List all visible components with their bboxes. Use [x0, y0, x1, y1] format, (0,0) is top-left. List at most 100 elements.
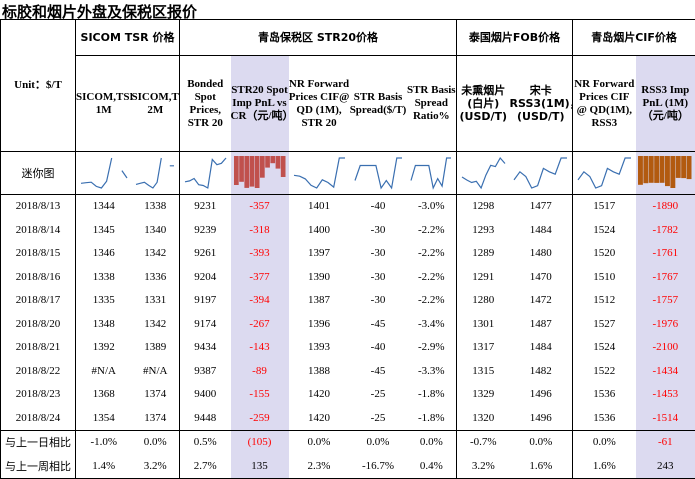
table-cell: -3.4% — [407, 313, 457, 337]
table-cell: -0.7% — [457, 431, 510, 455]
sparkline-cell — [180, 152, 231, 195]
sparkline-rss3-forward — [575, 155, 634, 191]
table-cell: -1.8% — [407, 383, 457, 407]
table-cell: 1388 — [289, 360, 350, 384]
summary-rows: 与上一日相比-1.0%0.0%0.5%(105)0.0%0.0%0.0%-0.7… — [1, 431, 695, 479]
table-cell: -1453 — [636, 383, 695, 407]
table-cell: -1890 — [636, 195, 695, 219]
unit-label: Unit：$/T — [1, 20, 76, 152]
table-cell: -259 — [231, 407, 289, 431]
sparkline-str-basis-ratio — [408, 155, 454, 191]
column-header: Bonded Spot Prices, STR 20 — [180, 56, 231, 152]
table-cell: 1354 — [76, 407, 132, 431]
table-cell: 1338 — [132, 195, 180, 219]
table-cell: 1393 — [289, 336, 350, 360]
table-cell: 135 — [231, 455, 289, 479]
sparkline-series — [81, 158, 127, 188]
row-date: 2018/8/14 — [1, 219, 76, 243]
row-date: 2018/8/16 — [1, 266, 76, 290]
table-cell: 1392 — [76, 336, 132, 360]
group-sicom: SICOM TSR 价格 — [76, 20, 180, 56]
table-cell: 1524 — [573, 219, 636, 243]
table-cell: 1517 — [573, 195, 636, 219]
table-cell: 9197 — [180, 289, 231, 313]
table-cell: -267 — [231, 313, 289, 337]
table-cell: 1536 — [573, 383, 636, 407]
sparkline-cell — [76, 152, 132, 195]
table-cell: 1348 — [76, 313, 132, 337]
sparkline-bar — [254, 156, 259, 188]
sparkline-series — [294, 158, 345, 188]
table-cell: -393 — [231, 242, 289, 266]
summary-label: 与上一周相比 — [1, 455, 76, 479]
table-cell: 0.5% — [180, 431, 231, 455]
table-cell: 0.0% — [289, 431, 350, 455]
table-cell: 1374 — [132, 407, 180, 431]
table-cell: 1340 — [132, 219, 180, 243]
column-header: NR Forward Prices CIF @ QD(1M), RSS3 — [573, 56, 636, 152]
table-cell: -318 — [231, 219, 289, 243]
sparkline-bar — [244, 156, 249, 188]
sparkline-cell — [407, 152, 457, 195]
table-cell: 1.6% — [510, 455, 573, 479]
table-cell: -2.9% — [407, 336, 457, 360]
table-cell: 1291 — [457, 266, 510, 290]
sparkline-row: 迷你图 — [1, 152, 695, 195]
row-date: 2018/8/21 — [1, 336, 76, 360]
table-cell: -2.2% — [407, 266, 457, 290]
sparkline-sicom-2m — [133, 155, 177, 191]
price-table: Unit：$/T SICOM TSR 价格 青岛保税区 STR20价格 泰国烟片… — [0, 19, 695, 479]
column-header: STR Basis Spread Ratio% — [407, 56, 457, 152]
column-header: 未熏烟片(白片)(USD/T) — [457, 56, 510, 152]
table-cell: 1520 — [573, 242, 636, 266]
table-cell: 1472 — [510, 289, 573, 313]
table-cell: 1345 — [76, 219, 132, 243]
group-qingdao-cif: 青岛烟片CIF价格 — [573, 20, 695, 56]
table-cell: 0.4% — [407, 455, 457, 479]
table-cell: 1329 — [457, 383, 510, 407]
table-cell: (105) — [231, 431, 289, 455]
table-cell: -30 — [350, 242, 407, 266]
table-cell: -1767 — [636, 266, 695, 290]
table-cell: 1320 — [457, 407, 510, 431]
sparkline-bar — [654, 156, 659, 183]
table-cell: 3.2% — [132, 455, 180, 479]
sparkline-bar — [660, 156, 665, 183]
table-cell: 1397 — [289, 242, 350, 266]
table-cell: 1.4% — [76, 455, 132, 479]
sparkline-series — [514, 158, 567, 188]
table-cell: 9174 — [180, 313, 231, 337]
table-cell: 1524 — [573, 336, 636, 360]
table-cell: -40 — [350, 336, 407, 360]
table-cell: -30 — [350, 266, 407, 290]
table-cell: 1335 — [76, 289, 132, 313]
sparkline-songkhla-rss3 — [511, 155, 570, 191]
sparkline-rss3-pnl — [637, 155, 693, 191]
sparkline-cell — [573, 152, 636, 195]
sparkline-bar — [681, 156, 686, 178]
table-cell: 9448 — [180, 407, 231, 431]
table-cell: #N/A — [132, 360, 180, 384]
table-cell: -3.0% — [407, 195, 457, 219]
sparkline-str20-forward — [291, 155, 348, 191]
table-cell: 9231 — [180, 195, 231, 219]
group-thai-fob: 泰国烟片FOB价格 — [457, 20, 573, 56]
table-cell: 1420 — [289, 407, 350, 431]
table-cell: 1480 — [510, 242, 573, 266]
table-cell: -155 — [231, 383, 289, 407]
table-cell: 1342 — [132, 313, 180, 337]
row-date: 2018/8/13 — [1, 195, 76, 219]
table-cell: 1298 — [457, 195, 510, 219]
table-cell: -2.2% — [407, 242, 457, 266]
table-cell: -377 — [231, 266, 289, 290]
table-cell: -2100 — [636, 336, 695, 360]
table-cell: 243 — [636, 455, 695, 479]
table-cell: 1338 — [76, 266, 132, 290]
sparkline-sicom-1m — [78, 155, 130, 191]
table-cell: -30 — [350, 219, 407, 243]
table-cell: 9239 — [180, 219, 231, 243]
table-cell: 1389 — [132, 336, 180, 360]
page-title: 标胶和烟片外盘及保税区报价 — [2, 1, 197, 19]
table-cell: 1400 — [289, 219, 350, 243]
